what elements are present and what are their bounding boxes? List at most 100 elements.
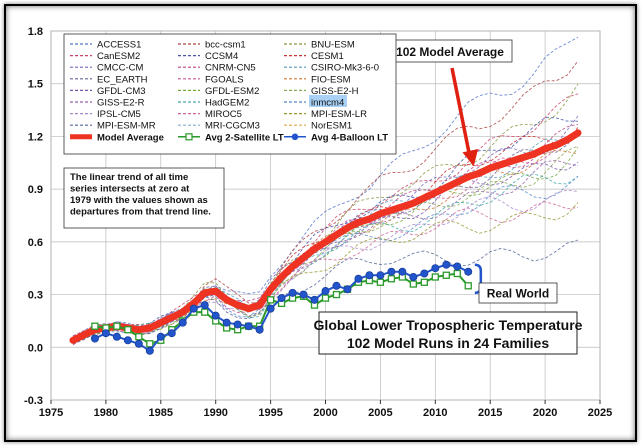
legend-label: CSIRO-Mk3-6-0	[311, 63, 379, 74]
balloon-point	[112, 332, 121, 341]
satellite-point	[442, 271, 450, 279]
balloon-point	[255, 325, 264, 334]
balloon-point	[376, 271, 385, 280]
balloon-point	[288, 288, 297, 297]
legend-label: EC_EARTH	[97, 74, 148, 85]
legend-label: CMCC-CM	[97, 63, 144, 74]
satellite-point	[135, 333, 143, 341]
legend-highlight	[309, 95, 347, 107]
y-tick-label: 1.5	[28, 79, 43, 91]
legend-label: CanESM2	[97, 51, 140, 62]
x-tick-label: 2000	[313, 407, 337, 419]
balloon-point	[387, 267, 396, 276]
legend-marker	[291, 133, 299, 141]
legend-label: MIROC5	[205, 109, 242, 120]
x-tick-label: 1975	[39, 407, 63, 419]
satellite-point	[453, 269, 461, 278]
legend-label: CESM1	[311, 51, 344, 62]
balloon-point	[244, 322, 253, 331]
note-line: The linear trend of all time	[70, 172, 188, 183]
legend-label: GISS-E2-R	[97, 98, 145, 109]
x-tick-label: 1990	[203, 407, 227, 419]
legend-label: GFDL-CM3	[97, 86, 146, 97]
balloon-point	[409, 272, 418, 281]
balloon-point	[211, 311, 220, 320]
legend-box	[63, 33, 397, 155]
satellite-point	[91, 322, 99, 330]
real-world-label: Real World	[487, 287, 549, 301]
balloon-point	[101, 329, 110, 338]
legend-label: Avg 4-Balloon LT	[311, 132, 388, 143]
satellite-point	[321, 294, 330, 302]
x-tick-label: 2005	[368, 407, 392, 419]
balloon-point	[266, 304, 275, 313]
legend-label: CCSM4	[205, 51, 238, 62]
balloon-point	[277, 294, 286, 303]
legend-label: CNRM-CN5	[205, 63, 256, 74]
legend-label: BNU-ESM	[311, 40, 355, 51]
y-tick-label: 1.8	[28, 26, 43, 38]
balloon-point	[321, 287, 330, 296]
balloon-point	[398, 267, 407, 276]
legend-label: NorESM1	[311, 121, 352, 132]
balloon-point	[343, 285, 352, 294]
legend-label: ACCESS1	[97, 40, 141, 51]
balloon-point	[420, 269, 429, 278]
balloon-point	[431, 264, 440, 273]
balloon-point	[233, 320, 242, 329]
legend-label: GISS-E2-H	[311, 86, 359, 97]
legend-label: MRI-CGCM3	[205, 121, 260, 132]
satellite-point	[387, 275, 396, 283]
x-tick-label: 1985	[149, 407, 173, 419]
y-tick-label: 0.6	[28, 237, 43, 249]
balloon-point	[90, 334, 99, 343]
satellite-point	[431, 273, 439, 281]
balloon-point	[332, 281, 341, 290]
legend-label: GFDL-ESM2	[205, 86, 259, 97]
x-tick-label: 2015	[478, 407, 502, 419]
real-world-bracket	[474, 263, 483, 295]
balloon-point	[310, 295, 319, 304]
satellite-point	[113, 322, 121, 330]
annotations: The linear trend of all time series inter…	[63, 39, 583, 355]
legend-label: inmcm4	[311, 98, 344, 109]
note-text: The linear trend of all time series inter…	[70, 172, 211, 218]
legend-label: IPSL-CM5	[97, 109, 141, 120]
balloon-point	[156, 332, 165, 341]
satellite-point	[146, 340, 154, 348]
balloon-point	[167, 329, 176, 338]
y-tick-label: 0.3	[28, 290, 43, 302]
satellite-point	[420, 278, 428, 286]
title-box	[318, 311, 578, 355]
balloon-point	[222, 318, 231, 327]
chart-title: Global Lower Tropospheric Temperature	[314, 317, 583, 333]
y-tick-label: -0.3	[24, 395, 43, 407]
model-run-line	[72, 145, 579, 344]
legend-label: HadGEM2	[205, 98, 249, 109]
balloon-point	[178, 318, 187, 327]
x-tick-label: 1995	[258, 407, 282, 419]
balloon-point	[123, 336, 132, 345]
series-lines	[69, 129, 582, 355]
legend-label: MPI-ESM-LR	[311, 109, 367, 120]
model-run-line	[72, 93, 579, 346]
legend-label: MPI-ESM-MR	[97, 121, 156, 132]
balloon-point	[442, 260, 451, 269]
legend-label: Avg 2-Satellite LT	[205, 132, 284, 143]
x-tick-label: 2020	[533, 407, 557, 419]
balloon-point	[145, 346, 154, 355]
note-line: series intersects at zero at	[70, 184, 190, 195]
satellite-point	[332, 290, 341, 299]
legend-label: FGOALS	[205, 74, 244, 85]
axis-ticks: -0.3 0.0 0.3 0.6 0.9 1.2 1.5 1.8 1975 1980 1985 199…	[24, 26, 612, 419]
balloon-point	[365, 271, 374, 280]
model-run-line	[72, 239, 579, 345]
balloon-point	[189, 304, 198, 313]
model-average-line	[69, 129, 582, 344]
satellite-point	[376, 278, 385, 286]
balloon-point	[453, 262, 462, 271]
model-average-arrow	[450, 67, 472, 157]
balloon-point	[299, 290, 308, 299]
